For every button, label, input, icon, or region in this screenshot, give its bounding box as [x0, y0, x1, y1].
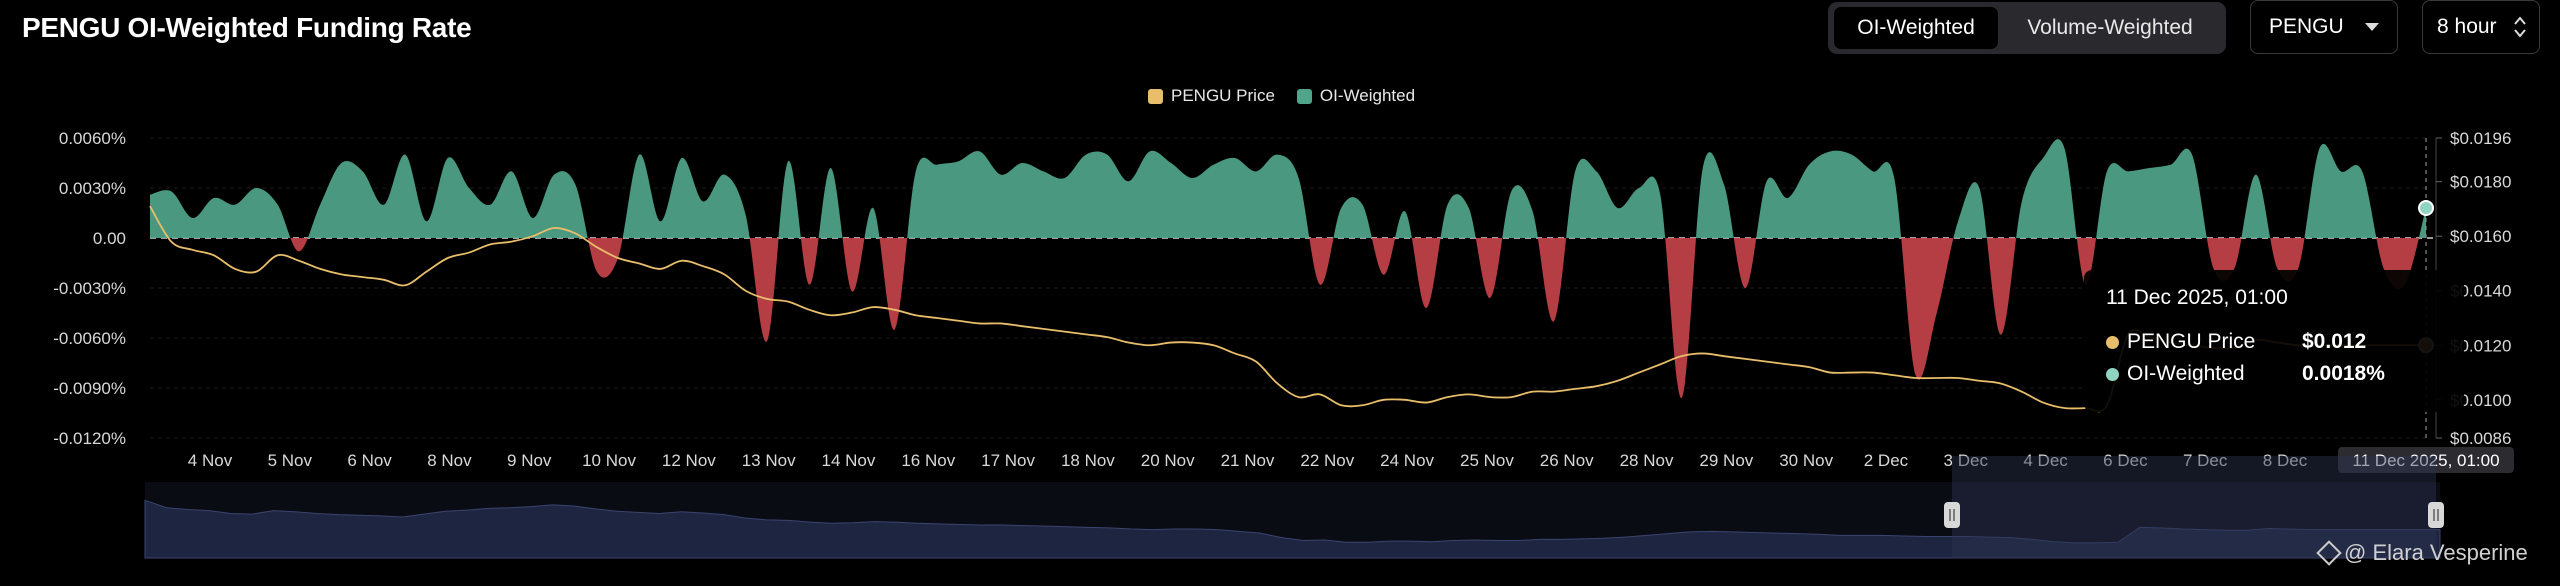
x-tick-label: 2 Dec — [1864, 451, 1909, 470]
x-tick-label: 16 Nov — [901, 451, 955, 470]
overview-selection-window[interactable] — [1952, 456, 2436, 558]
y-left-tick-label: -0.0030% — [53, 279, 126, 298]
y-left-tick-label: 0.00 — [93, 229, 126, 248]
tooltip-row-oi: OI-Weighted — [2106, 362, 2245, 386]
updown-chevron-icon — [2514, 16, 2526, 38]
y-left-tick-label: 0.0060% — [59, 129, 126, 148]
weighting-toggle: OI-Weighted Volume-Weighted — [1828, 2, 2226, 54]
x-tick-label: 30 Nov — [1779, 451, 1833, 470]
x-tick-label: 8 Dec — [2263, 451, 2308, 470]
y-right-tick-label: $0.0100 — [2450, 391, 2511, 410]
coin-select[interactable]: PENGU — [2250, 0, 2398, 54]
legend-label-oi: OI-Weighted — [1319, 86, 1416, 105]
oi-weighted-tab[interactable]: OI-Weighted — [1834, 7, 1998, 49]
y-left-tick-label: 0.0030% — [59, 179, 126, 198]
hover-tooltip: 11 Dec 2025, 01:00 PENGU Price $0.012 OI… — [2084, 270, 2464, 412]
y-right-tick-label: $0.0180 — [2450, 173, 2511, 192]
x-tick-label: 7 Dec — [2183, 451, 2228, 470]
y-right-tick-label: $0.0196 — [2450, 129, 2511, 148]
tooltip-row-price: PENGU Price — [2106, 330, 2255, 354]
x-cursor-label-bg — [2338, 447, 2514, 473]
legend-item-price[interactable]: PENGU Price — [1148, 86, 1275, 106]
x-tick-label: 12 Nov — [662, 451, 716, 470]
x-tick-label: 6 Dec — [2103, 451, 2148, 470]
x-tick-label: 4 Nov — [188, 451, 233, 470]
interval-select[interactable]: 8 hour — [2422, 0, 2540, 54]
legend-item-oi[interactable]: OI-Weighted — [1296, 86, 1416, 106]
chart-legend: PENGU Price OI-Weighted — [1148, 86, 1415, 106]
tooltip-dot-oi — [2106, 367, 2119, 381]
x-tick-label: 17 Nov — [981, 451, 1035, 470]
pengu-price-line — [149, 205, 2426, 413]
tooltip-value-price: $0.012 — [2302, 330, 2367, 353]
x-tick-label: 28 Nov — [1620, 451, 1674, 470]
x-tick-label: 22 Nov — [1300, 451, 1354, 470]
watermark-text: @ Elara Vesperine — [2344, 540, 2528, 565]
tooltip-title: 11 Dec 2025, 01:00 — [2106, 286, 2288, 309]
x-tick-label: 14 Nov — [822, 451, 876, 470]
y-right-tick-label: $0.0160 — [2450, 227, 2511, 246]
x-tick-label: 26 Nov — [1540, 451, 1594, 470]
legend-swatch-price — [1148, 88, 1163, 104]
coin-select-value: PENGU — [2269, 15, 2344, 38]
legend-label-price: PENGU Price — [1171, 86, 1275, 105]
x-tick-label: 3 Dec — [1944, 451, 1989, 470]
overview-left-handle[interactable] — [1944, 502, 1960, 528]
tooltip-label-price: PENGU Price — [2127, 330, 2256, 353]
oi-cursor-point — [2418, 200, 2434, 216]
x-tick-label: 29 Nov — [1699, 451, 1753, 470]
x-tick-label: 24 Nov — [1380, 451, 1434, 470]
brand-diamond-icon — [2316, 540, 2342, 566]
x-tick-label: 18 Nov — [1061, 451, 1115, 470]
tooltip-label-oi: OI-Weighted — [2127, 362, 2245, 385]
y-right-tick-label: $0.0140 — [2450, 282, 2511, 301]
x-tick-label: 5 Nov — [268, 451, 313, 470]
legend-swatch-oi — [1296, 88, 1312, 104]
overview-right-handle[interactable] — [2428, 502, 2444, 528]
watermark: @ Elara Vesperine — [2316, 540, 2528, 566]
x-tick-label: 20 Nov — [1141, 451, 1195, 470]
oi-weighted-positive-area — [150, 139, 2426, 238]
y-left-tick-label: -0.0090% — [53, 379, 126, 398]
y-right-tick-label: $0.0120 — [2450, 336, 2511, 355]
x-tick-label: 10 Nov — [582, 451, 636, 470]
x-cursor-label: 11 Dec 2025, 01:00 — [2352, 451, 2499, 470]
y-left-tick-label: -0.0120% — [53, 429, 126, 448]
x-tick-label: 4 Dec — [2023, 451, 2068, 470]
x-tick-label: 21 Nov — [1221, 451, 1275, 470]
interval-select-value: 8 hour — [2437, 15, 2497, 38]
page-title: PENGU OI-Weighted Funding Rate — [22, 12, 472, 43]
tooltip-value-oi: 0.0018% — [2302, 362, 2385, 385]
volume-weighted-tab[interactable]: Volume-Weighted — [2027, 16, 2193, 39]
x-tick-label: 6 Nov — [347, 451, 392, 470]
x-tick-label: 13 Nov — [742, 451, 796, 470]
x-tick-label: 25 Nov — [1460, 451, 1514, 470]
overview-area — [144, 499, 2441, 559]
chevron-down-icon — [2365, 23, 2379, 31]
x-tick-label: 9 Nov — [507, 451, 552, 470]
x-tick-label: 8 Nov — [427, 451, 472, 470]
tooltip-dot-price — [2106, 335, 2119, 349]
y-right-tick-label: $0.0086 — [2450, 429, 2511, 448]
y-left-tick-label: -0.0060% — [53, 329, 126, 348]
